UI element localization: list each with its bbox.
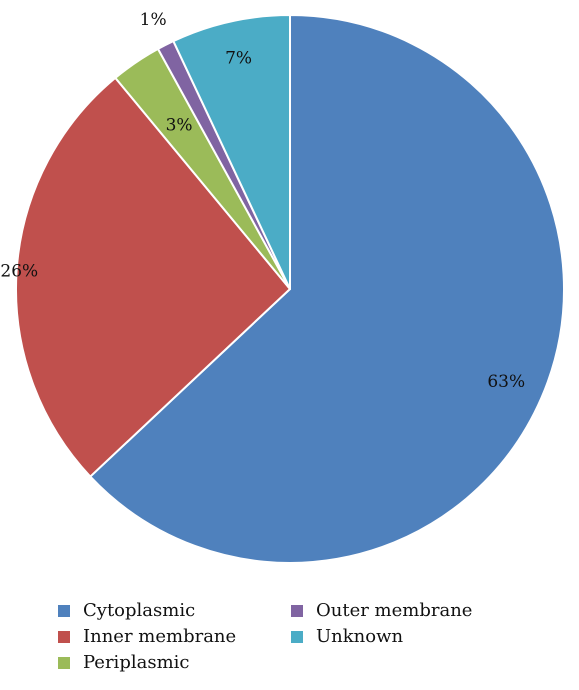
- legend-label-unknown: Unknown: [316, 626, 404, 647]
- legend-label-periplasmic: Periplasmic: [83, 652, 189, 673]
- pie-slice-labels: 63% 26% 3% 1% 7%: [0, 10, 525, 392]
- legend-item-cytoplasmic: Cytoplasmic: [58, 600, 195, 621]
- legend-label-outer-membrane: Outer membrane: [316, 600, 472, 621]
- slice-label-cytoplasmic: 63%: [487, 372, 525, 392]
- legend-label-cytoplasmic: Cytoplasmic: [83, 600, 195, 621]
- slice-label-outer-membrane: 1%: [140, 10, 167, 30]
- legend-item-outer-membrane: Outer membrane: [291, 600, 472, 621]
- slice-label-unknown: 7%: [225, 49, 252, 69]
- legend-item-periplasmic: Periplasmic: [58, 652, 189, 673]
- pie-slice-unknown: [172, 14, 291, 290]
- legend-label-inner-membrane: Inner membrane: [83, 626, 236, 647]
- legend-swatch-inner-membrane: [58, 631, 70, 643]
- legend-item-unknown: Unknown: [291, 626, 404, 647]
- chart-legend: Cytoplasmic Inner membrane Periplasmic Oute…: [58, 600, 472, 673]
- slice-label-inner-membrane: 26%: [0, 261, 38, 281]
- legend-item-inner-membrane: Inner membrane: [58, 626, 236, 647]
- pie-slice-inner-membrane: [15, 76, 291, 478]
- slice-label-periplasmic: 3%: [166, 115, 193, 135]
- pie-slice-cytoplasmic: [89, 14, 565, 564]
- legend-swatch-periplasmic: [58, 657, 70, 669]
- legend-swatch-cytoplasmic: [58, 605, 70, 617]
- pie-slices: [15, 14, 565, 564]
- legend-swatch-outer-membrane: [291, 605, 303, 617]
- legend-swatch-unknown: [291, 631, 303, 643]
